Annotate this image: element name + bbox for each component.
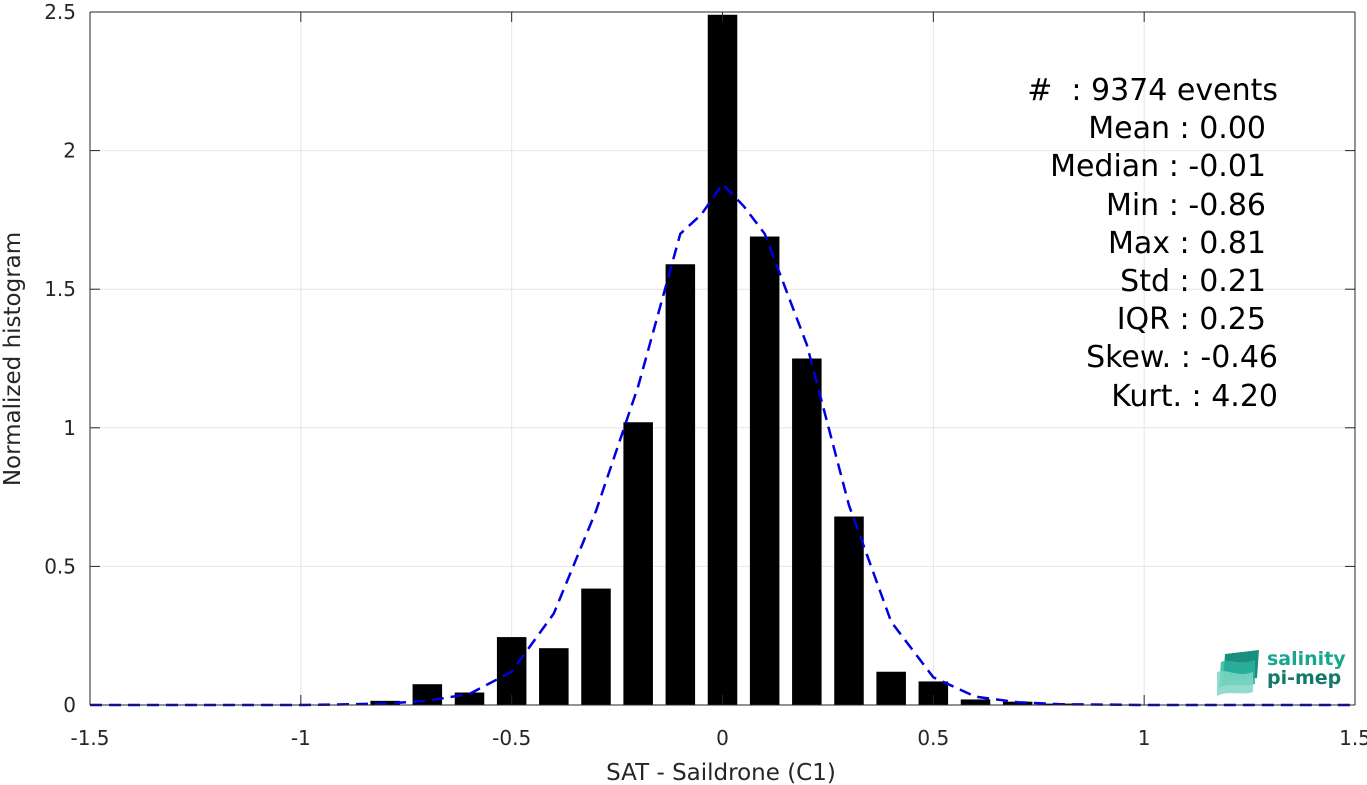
stat-kurt: Kurt. : 4.20: [1111, 378, 1278, 414]
fit-curve-line: [90, 181, 1355, 707]
x-tick-label: 0: [716, 726, 729, 750]
x-tick-label: 1: [1138, 726, 1151, 750]
stat-iqr: IQR : 0.25: [1116, 302, 1266, 338]
logo-text-line2: pi-mep: [1267, 667, 1342, 689]
y-tick-label: 2.5: [44, 0, 76, 24]
histogram-bar: [749, 236, 780, 706]
stat-mean: Mean : 0.00: [1088, 111, 1266, 147]
histogram-bar: [623, 422, 653, 705]
stat-max: Max : 0.81: [1108, 225, 1266, 261]
histogram-bar: [707, 14, 738, 706]
stat-median: Median : -0.01: [1050, 149, 1266, 185]
histogram-bar: [876, 671, 906, 705]
fit-curve-group: [90, 181, 1355, 707]
statistics-panel: # : 9374 events Mean : 0.00 Median : -0.…: [960, 72, 1278, 416]
x-tick-label: -1.5: [70, 726, 109, 750]
x-tick-label: 0.5: [917, 726, 949, 750]
stat-skew: Skew. : -0.46: [1086, 340, 1278, 376]
x-axis-label: SAT - Saildrone (C1): [606, 760, 836, 785]
axes: [89, 11, 1356, 706]
y-tick-label: 2: [63, 139, 76, 163]
histogram-bar: [918, 681, 949, 705]
stat-std: Std : 0.21: [1120, 264, 1266, 300]
wave-logo-icon: [1217, 650, 1259, 696]
y-axis-label: Normalized histogram: [0, 232, 26, 486]
histogram-bar: [581, 588, 611, 705]
y-tick-label: 1: [63, 416, 76, 440]
histogram-bar: [960, 699, 991, 705]
y-tick-label: 1.5: [44, 277, 76, 301]
y-tick-label: 0.5: [44, 554, 76, 578]
x-tick-label: -1: [291, 726, 311, 750]
stat-min: Min : -0.86: [1105, 187, 1266, 223]
histogram-bar: [834, 516, 864, 705]
histogram-bar: [665, 264, 696, 705]
x-tick-label: -0.5: [492, 726, 531, 750]
y-tick-label: 0: [63, 693, 76, 717]
histogram-bar: [539, 648, 569, 705]
stat-events: # : 9374 events: [1027, 73, 1278, 108]
histogram-bar: [792, 358, 822, 705]
logo-text-line1: salinity: [1267, 648, 1346, 670]
tick-labels: -1.5 -1 -0.5 0 0.5 1 1.5 0 0.5 1 1.5 2 2.5: [44, 0, 1367, 750]
histogram-bars: [370, 14, 1075, 706]
x-tick-label: 1.5: [1339, 726, 1367, 750]
salinity-pi-mep-logo: salinity pi-mep: [1215, 646, 1346, 696]
